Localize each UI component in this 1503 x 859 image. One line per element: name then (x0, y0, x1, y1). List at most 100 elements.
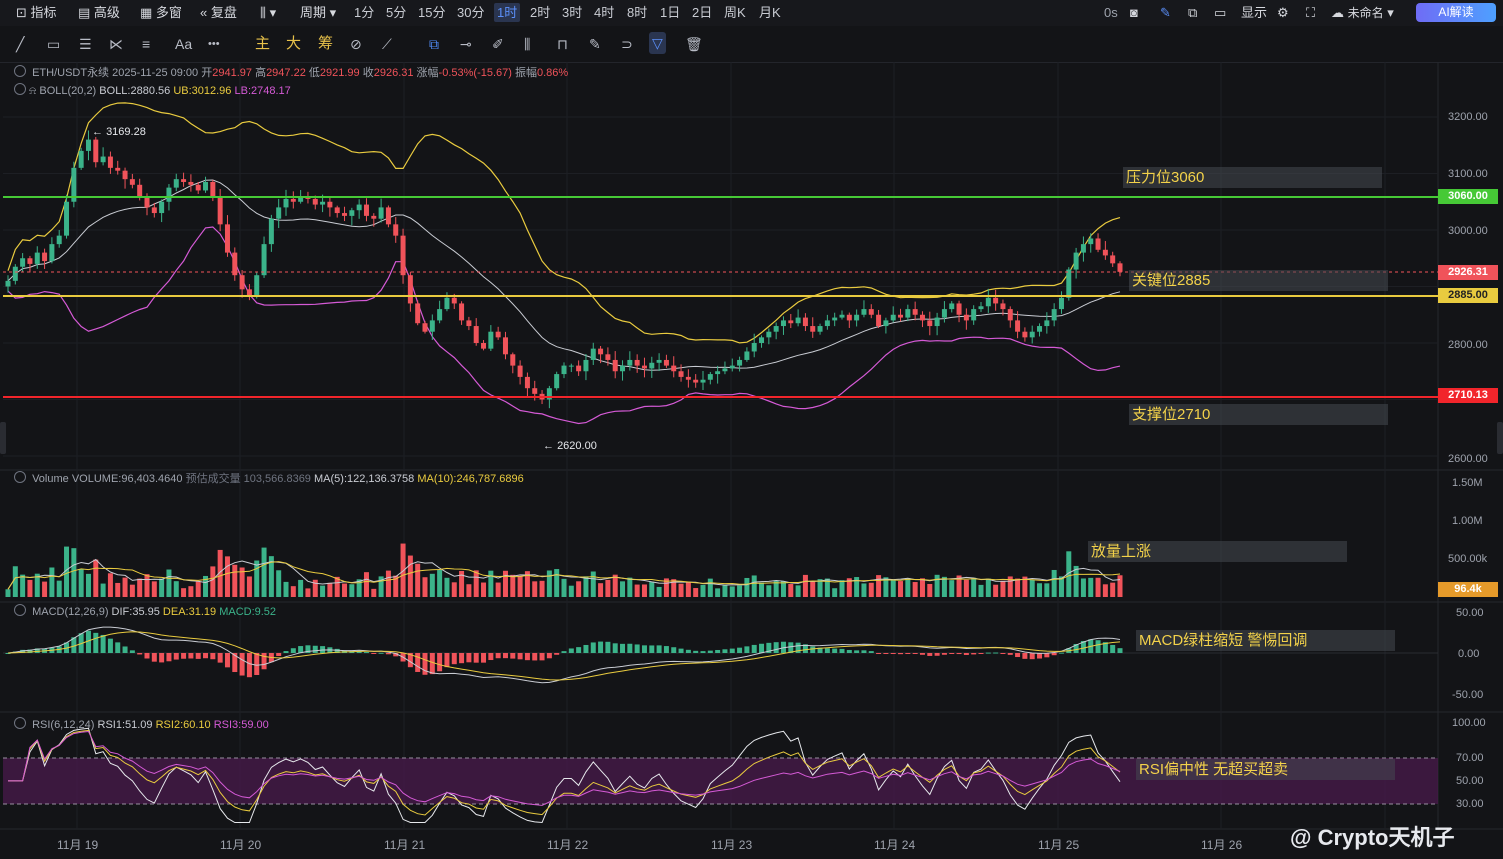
big-order-button[interactable]: 大 (286, 35, 302, 52)
volume-bar (1073, 565, 1079, 597)
candle-body (810, 326, 816, 332)
eye-icon[interactable] (14, 83, 26, 95)
support-price-tag: 2710.13 (1438, 388, 1498, 403)
volume-bar (502, 570, 508, 597)
left-scroll-handle[interactable] (0, 422, 6, 454)
timeframe-2h[interactable]: 2时 (530, 5, 551, 20)
gear-icon[interactable]: ⚙ (1277, 5, 1289, 20)
volume-bar (1015, 578, 1021, 597)
macd-dea: DEA:31.19 (162, 606, 217, 618)
chart-type-button[interactable]: ⫼ ▾ (260, 4, 276, 21)
volume-bar (85, 573, 91, 597)
right-scroll-handle[interactable] (1497, 422, 1503, 454)
candle-body (524, 376, 530, 389)
fib-icon[interactable]: ⋉ (109, 36, 123, 52)
candle-body (722, 368, 728, 372)
candle-body (795, 317, 801, 324)
volume-bar (985, 578, 991, 597)
macd-bar (137, 653, 143, 655)
measure-icon[interactable]: ⊘ (350, 36, 362, 52)
eye-icon[interactable] (14, 717, 26, 729)
rewind-icon: « (200, 5, 211, 20)
volume-bar (459, 570, 465, 597)
volume-annotation[interactable]: 放量上涨 (1088, 541, 1347, 562)
candle-body (378, 207, 384, 219)
edit-note-icon[interactable]: ✎ (589, 36, 601, 52)
volume-tick: 1.50M (1452, 477, 1483, 489)
timeframe-3h[interactable]: 3时 (562, 5, 583, 20)
volume-bar (627, 577, 633, 597)
candle-body (400, 235, 406, 276)
trash-icon[interactable]: 🗑 (685, 36, 703, 52)
timeframe-week[interactable]: 周K (724, 5, 746, 20)
candle-body (210, 181, 216, 197)
chips-button[interactable]: 筹 (318, 35, 334, 52)
main-chart-button[interactable]: 主 (255, 35, 271, 52)
amplitude-label: 振幅 (514, 67, 537, 79)
rsi-annotation[interactable]: RSI偏中性 无超买超卖 (1136, 759, 1395, 780)
candle-body (42, 252, 48, 262)
volume-bar (276, 570, 282, 597)
pen-icon[interactable]: ✎ (1160, 5, 1171, 20)
macd-dea-line (7, 631, 1121, 681)
timeframe-2d[interactable]: 2日 (692, 5, 713, 20)
brush-icon[interactable]: ✐ (492, 36, 504, 52)
resistance-annotation[interactable]: 压力位3060 (1123, 167, 1382, 188)
lock-icon[interactable]: ⊓ (557, 36, 568, 52)
advanced-button[interactable]: ▤ 高级 (78, 4, 120, 21)
indicators-button[interactable]: ⊡ 指标 (16, 4, 57, 21)
timeframe-1h[interactable]: 1时 (494, 3, 521, 22)
bars-icon[interactable]: ⫼ (524, 36, 531, 52)
bell-icon[interactable]: ⍾ (29, 85, 37, 97)
rsi-tick: 30.00 (1456, 798, 1484, 810)
popout-icon[interactable]: ⧉ (1188, 5, 1198, 20)
text-tool-button[interactable]: Aa (175, 36, 193, 52)
magnet-icon[interactable]: ⊃ (621, 36, 633, 52)
candle-body (802, 317, 808, 327)
boll-lower-line (7, 226, 1121, 425)
fullscreen-icon[interactable]: ⛶ (1306, 5, 1316, 20)
ai-interpret-button[interactable]: AI解读 (1416, 3, 1496, 22)
key-level-annotation[interactable]: 关键位2885 (1129, 270, 1388, 291)
timeframe-15m[interactable]: 15分 (418, 5, 446, 20)
display-button[interactable]: 显示 (1241, 5, 1268, 20)
bookmark-icon[interactable]: ▭ (1214, 5, 1227, 20)
candle-body (678, 371, 684, 377)
volume-bar (854, 577, 860, 597)
camera-icon[interactable]: ◙ (1130, 5, 1138, 20)
eye-icon[interactable] (14, 471, 26, 483)
link-icon[interactable]: ⊸ (460, 36, 472, 52)
rectangle-icon[interactable]: ▭ (47, 36, 61, 52)
timeframe-8h[interactable]: 8时 (627, 5, 648, 20)
eye-icon[interactable] (14, 604, 26, 616)
timeframe-30m[interactable]: 30分 (457, 5, 485, 20)
layout-selector[interactable]: ☁ 未命名 ▾ (1331, 4, 1394, 22)
more-tools-button[interactable]: ••• (208, 38, 220, 50)
period-button[interactable]: 周期 ▾ (300, 4, 336, 21)
timeframe-1d[interactable]: 1日 (660, 5, 681, 20)
timeframe-5m[interactable]: 5分 (386, 5, 407, 20)
parallel-channel-icon[interactable]: ☰ (79, 36, 92, 52)
macd-bar (854, 650, 860, 653)
trendline-icon[interactable]: ╱ (16, 36, 25, 52)
candle-body (773, 326, 779, 332)
timeframe-4h[interactable]: 4时 (594, 5, 615, 20)
filter-icon[interactable]: ▽ (649, 32, 666, 54)
candle-body (246, 289, 252, 295)
volume-bar (56, 580, 62, 597)
rsi-legend: RSI(6,12,24) RSI1:51.09 RSI2:60.10 RSI3:… (14, 717, 269, 732)
copy-icon[interactable]: ⧉ (429, 36, 439, 52)
macd-bar (729, 648, 735, 653)
horizontal-lines-icon[interactable]: ≡ (142, 36, 151, 52)
macd-annotation[interactable]: MACD绿柱缩短 警惕回调 (1136, 630, 1395, 651)
timeframe-month[interactable]: 月K (759, 5, 781, 20)
eye-icon[interactable] (14, 65, 26, 77)
macd-bar (232, 653, 238, 673)
multi-window-button[interactable]: ▦ 多窗 (140, 4, 182, 21)
grid-icon: ▦ (140, 5, 156, 20)
timeframe-1m[interactable]: 1分 (354, 5, 375, 20)
replay-button[interactable]: « 复盘 (200, 4, 237, 21)
macd-bar (949, 653, 955, 654)
eraser-line-icon[interactable]: ⟋ (382, 36, 392, 52)
support-annotation[interactable]: 支撑位2710 (1129, 404, 1388, 425)
